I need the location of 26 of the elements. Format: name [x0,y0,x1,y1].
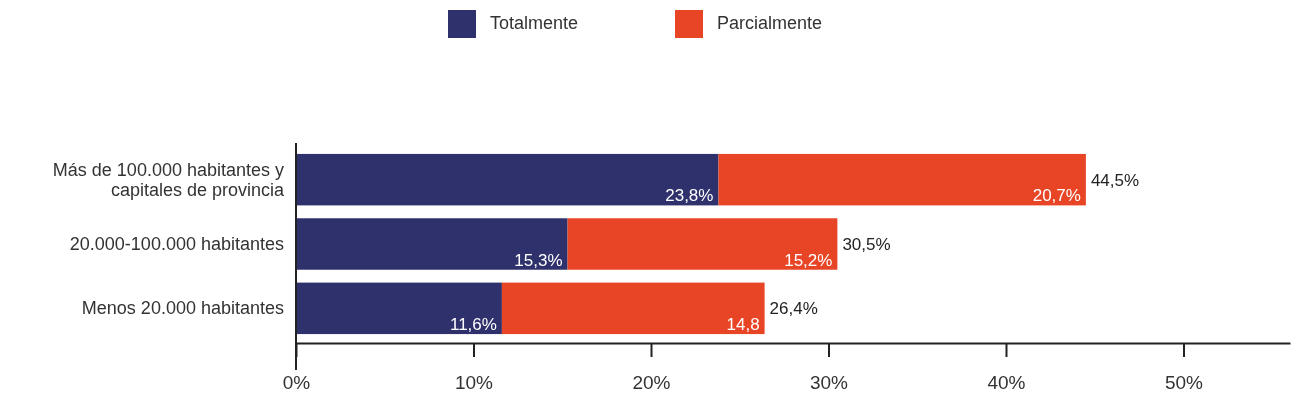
data-label: 23,8% [665,186,714,206]
y-tick-label: Más de 100.000 habitantes y capitales de provincia [52,159,285,200]
data-label: 15,3% [514,250,563,270]
x-tick-label: 10% [454,372,494,394]
bar [296,153,719,206]
bar [296,218,568,270]
legend-label: Parcialmente [717,13,823,33]
x-tick-label: 40% [987,372,1026,394]
x-tick-label: 30% [809,372,849,394]
bar [718,153,1086,206]
total-label: 30,5% [842,235,891,254]
legend-label: Totalmente [490,13,579,33]
y-tick-label: 20.000-100.000 habitantes [69,234,284,254]
total-label: 44,5% [1090,170,1140,190]
data-label: 15,2% [784,250,833,270]
total-label: 26,4% [769,299,818,319]
bar [567,218,838,270]
data-label: 14,8 [726,315,760,335]
x-tick-label: 0% [282,372,311,394]
bar [296,282,502,335]
bar [501,282,765,335]
data-label: 20,7% [1032,186,1081,206]
y-tick-label: Menos 20.000 habitantes [81,298,284,319]
x-tick-label: 50% [1164,372,1204,394]
x-tick-label: 20% [632,372,671,394]
data-label: 11,6% [449,315,497,335]
